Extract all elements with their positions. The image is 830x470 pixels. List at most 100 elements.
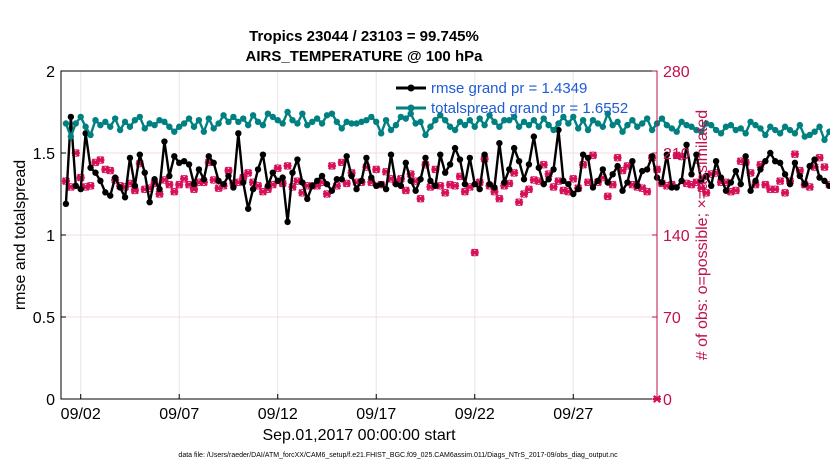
rmse-point bbox=[235, 130, 242, 137]
obs-possible-point bbox=[470, 248, 479, 257]
rmse-point bbox=[166, 172, 173, 180]
rmse-point bbox=[363, 154, 370, 162]
footer-data-file: data file: /Users/raeder/DAI/ATM_forcXX/… bbox=[178, 452, 618, 459]
rmse-point bbox=[574, 185, 582, 193]
spread-point bbox=[491, 118, 498, 126]
spread-point bbox=[67, 133, 75, 140]
rmse-point bbox=[648, 153, 656, 160]
rmse-point bbox=[176, 159, 183, 167]
rmse-point bbox=[747, 187, 754, 194]
rmse-point bbox=[545, 176, 552, 183]
rmse-point bbox=[368, 174, 375, 181]
rmse-point bbox=[328, 187, 336, 194]
spread-point bbox=[466, 117, 474, 124]
legend-marker-rmse bbox=[407, 84, 415, 92]
rmse-point bbox=[72, 182, 79, 189]
spread-point bbox=[353, 120, 360, 127]
spread-point bbox=[821, 136, 828, 144]
spread-point bbox=[732, 126, 740, 134]
spread-point bbox=[87, 131, 94, 139]
rmse-point bbox=[776, 159, 784, 167]
spread-point bbox=[550, 126, 557, 134]
rmse-point bbox=[515, 158, 523, 165]
rmse-point bbox=[530, 133, 538, 140]
rmse-point bbox=[304, 195, 311, 203]
obs-possible-point bbox=[805, 183, 814, 191]
spread-point bbox=[309, 118, 316, 126]
spread-point bbox=[639, 120, 646, 127]
rmse-point bbox=[535, 164, 542, 171]
spread-point bbox=[801, 133, 808, 140]
spread-point bbox=[294, 120, 301, 127]
spread-point bbox=[663, 121, 671, 129]
rmse-point bbox=[180, 158, 188, 165]
spread-point bbox=[230, 113, 237, 121]
obs-possible-point bbox=[613, 153, 622, 162]
rmse-point bbox=[422, 154, 429, 162]
spread-point bbox=[781, 123, 789, 130]
spread-point bbox=[382, 117, 390, 124]
obs-possible-point bbox=[766, 185, 775, 194]
rmse-point bbox=[737, 180, 744, 188]
axes: 09/02 09/07 09/12 09/17 09/22 09/27 0 0.5 1 1.5 2 0… bbox=[33, 64, 690, 423]
obs-possible-point bbox=[451, 182, 459, 190]
rmse-point bbox=[407, 177, 414, 185]
rmse-point bbox=[210, 159, 217, 167]
spread-point bbox=[722, 123, 730, 130]
spread-point bbox=[471, 123, 478, 130]
obs-possible-point bbox=[569, 174, 578, 183]
y2-tick-label: 140 bbox=[663, 228, 690, 245]
spread-point bbox=[772, 126, 779, 134]
spread-point bbox=[796, 121, 804, 129]
spread-point bbox=[525, 121, 533, 129]
spread-point bbox=[254, 118, 262, 126]
rmse-point bbox=[599, 166, 607, 173]
rmse-point bbox=[97, 177, 104, 185]
obs-possible-point bbox=[559, 186, 568, 195]
legend-label-spread: totalspread grand pr = 1.6552 bbox=[431, 100, 628, 117]
x-tick-label: 09/12 bbox=[258, 406, 298, 423]
rmse-point bbox=[584, 154, 592, 162]
spread-point bbox=[62, 120, 70, 127]
spread-point bbox=[259, 121, 267, 129]
series-layer bbox=[61, 108, 830, 403]
rmse-point bbox=[826, 182, 830, 189]
rmse-point bbox=[683, 141, 690, 148]
rmse-point bbox=[629, 158, 636, 165]
spread-point bbox=[82, 123, 89, 130]
spread-point bbox=[776, 130, 784, 137]
y-tick-label: 0.5 bbox=[33, 310, 55, 327]
spread-point bbox=[648, 126, 656, 134]
spread-point bbox=[373, 118, 380, 126]
rmse-point bbox=[510, 144, 518, 152]
spread-point bbox=[737, 125, 744, 132]
spread-point bbox=[225, 118, 232, 126]
rmse-point bbox=[579, 151, 587, 158]
y-tick-label: 1.5 bbox=[33, 146, 55, 163]
spread-point bbox=[727, 121, 735, 129]
rmse-point bbox=[624, 179, 631, 186]
spread-point bbox=[461, 121, 469, 129]
spread-point bbox=[762, 131, 769, 139]
rmse-point bbox=[619, 187, 626, 194]
obs-possible-point bbox=[446, 180, 454, 189]
rmse-point bbox=[225, 172, 232, 180]
spread-point bbox=[506, 117, 513, 124]
spread-point bbox=[220, 112, 227, 119]
rmse-point bbox=[752, 177, 759, 185]
spread-point bbox=[811, 128, 818, 135]
rmse-point bbox=[323, 180, 331, 188]
spread-point bbox=[599, 123, 607, 130]
obs-possible-point bbox=[86, 182, 95, 190]
obs-possible-point bbox=[170, 187, 179, 196]
spread-point bbox=[299, 110, 306, 117]
obs-possible-point bbox=[91, 158, 100, 167]
spread-point bbox=[195, 117, 203, 124]
spread-point bbox=[249, 112, 257, 119]
obs-possible-point bbox=[732, 186, 740, 195]
spread-point bbox=[767, 123, 774, 130]
spread-point bbox=[166, 123, 173, 130]
spread-point bbox=[156, 117, 163, 124]
spread-point bbox=[210, 125, 217, 132]
